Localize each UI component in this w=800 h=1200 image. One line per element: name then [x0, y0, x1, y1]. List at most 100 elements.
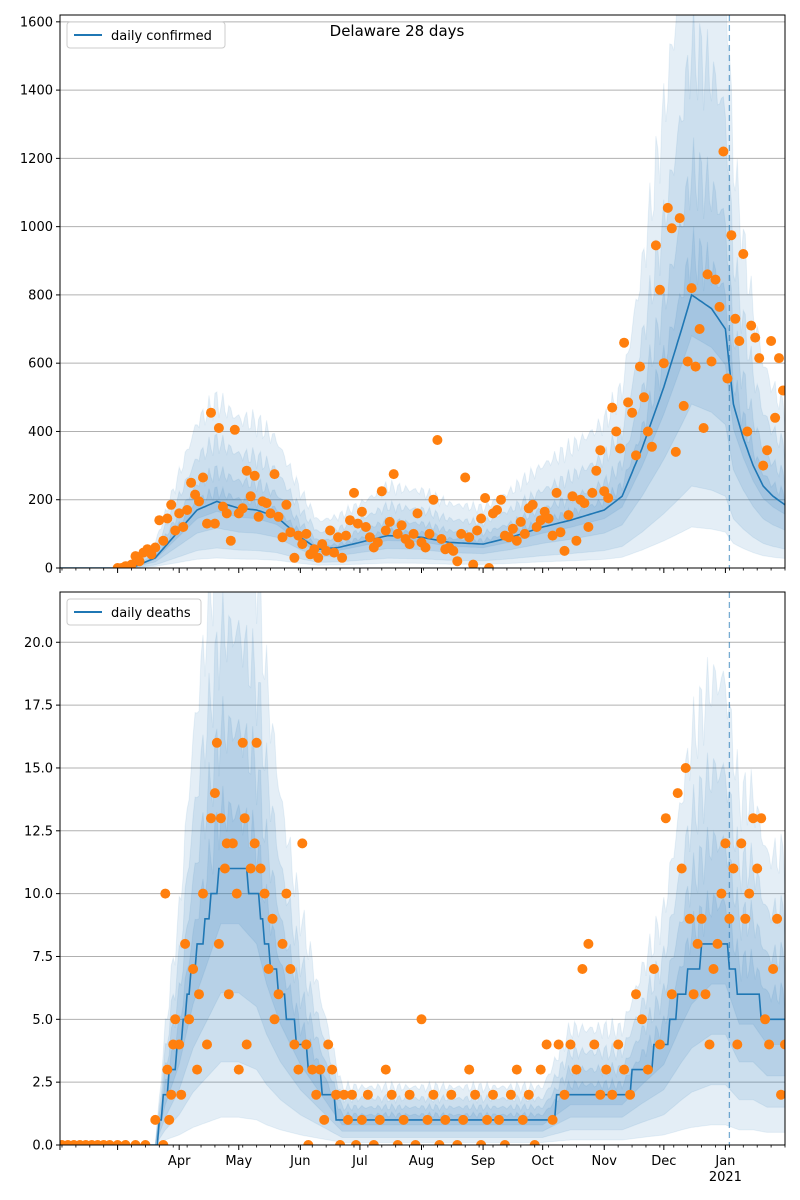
band-2: [60, 696, 785, 1145]
data-point: [227, 838, 238, 849]
data-point: [494, 1114, 504, 1125]
data-point: [301, 1039, 312, 1050]
data-point: [720, 838, 731, 849]
data-point: [623, 397, 634, 408]
data-point: [311, 1089, 322, 1100]
data-point: [392, 528, 403, 539]
data-point: [718, 146, 729, 157]
data-point: [662, 202, 673, 213]
y-tick-label: 17.5: [24, 699, 53, 714]
data-point: [408, 528, 419, 539]
y-tick-label: 400: [28, 425, 53, 440]
data-point: [150, 542, 161, 553]
data-point: [448, 545, 459, 556]
data-point: [345, 515, 355, 526]
data-point: [150, 1114, 161, 1125]
data-point: [192, 1064, 203, 1075]
x-tick-label: Nov: [592, 1154, 618, 1169]
data-point: [404, 1089, 415, 1100]
data-point: [565, 1039, 576, 1050]
axes-frame: [59, 14, 786, 569]
data-point: [285, 527, 296, 538]
x-tick-label: Oct: [531, 1154, 553, 1169]
y-tick-label: 10.0: [24, 887, 53, 902]
data-point: [209, 788, 220, 799]
data-point: [166, 1089, 177, 1100]
y-tick-label: 1200: [20, 152, 53, 167]
data-point: [648, 964, 659, 974]
data-point: [515, 516, 526, 527]
data-point: [529, 1140, 540, 1145]
data-point: [758, 460, 769, 471]
data-point: [140, 1140, 151, 1145]
data-point: [259, 888, 270, 899]
data-point: [356, 506, 367, 517]
data-point: [368, 1140, 379, 1145]
data-point: [356, 1114, 367, 1125]
data-point: [732, 1039, 743, 1050]
data-point: [231, 888, 242, 899]
data-point: [335, 1140, 346, 1145]
data-point: [547, 1114, 558, 1125]
data-point: [273, 989, 284, 1000]
data-point: [352, 518, 363, 529]
data-point: [499, 1140, 510, 1145]
data-point: [297, 838, 308, 849]
x-tick-label: Sep: [471, 1154, 496, 1169]
data-point: [386, 1089, 397, 1100]
data-point: [347, 1089, 357, 1100]
data-point: [309, 544, 320, 555]
data-point: [678, 400, 689, 411]
data-point: [740, 913, 751, 924]
x-tick-label: May: [225, 1154, 252, 1169]
x-tick-label: Aug: [409, 1154, 434, 1169]
data-point: [396, 520, 407, 531]
data-point: [176, 1089, 187, 1100]
data-point: [126, 559, 137, 568]
data-point: [241, 1039, 252, 1050]
data-point: [452, 1140, 463, 1145]
data-point: [484, 563, 494, 568]
data-point: [637, 1014, 647, 1025]
data-point: [261, 498, 272, 509]
data-point: [162, 513, 173, 524]
data-point: [202, 518, 212, 529]
x-tick-label: Jul: [351, 1154, 368, 1169]
data-point: [321, 545, 332, 556]
data-point: [184, 1014, 195, 1025]
data-point: [180, 938, 191, 949]
data-point: [523, 1089, 534, 1100]
x-tick-label: Dec: [651, 1154, 676, 1169]
data-point: [756, 813, 767, 824]
data-point: [186, 477, 197, 488]
data-point: [245, 491, 256, 502]
data-point: [492, 505, 502, 515]
data-point: [255, 863, 266, 874]
y-tick-label: 5.0: [32, 1013, 53, 1028]
data-point: [362, 1089, 373, 1100]
data-point: [160, 888, 171, 899]
data-point: [229, 424, 240, 435]
data-point: [686, 283, 697, 294]
data-point: [269, 469, 280, 480]
y-tick-label: 15.0: [24, 761, 53, 776]
uncertainty-bands: [60, 592, 785, 1145]
legend-label: daily deaths: [111, 606, 191, 621]
data-point: [527, 499, 538, 510]
data-point: [265, 508, 276, 519]
data-point: [158, 535, 169, 546]
data-point: [754, 353, 765, 364]
data-point: [780, 1039, 785, 1050]
data-point: [112, 1140, 123, 1145]
x-ticks: [59, 1145, 786, 1150]
data-point: [404, 539, 415, 550]
data-point: [209, 518, 220, 529]
data-point: [325, 525, 336, 536]
data-point: [654, 284, 665, 295]
data-point: [480, 493, 491, 503]
data-point: [535, 1064, 546, 1075]
data-point: [547, 530, 558, 541]
legend-box: [66, 21, 226, 49]
y-tick-label: 1400: [20, 84, 53, 99]
